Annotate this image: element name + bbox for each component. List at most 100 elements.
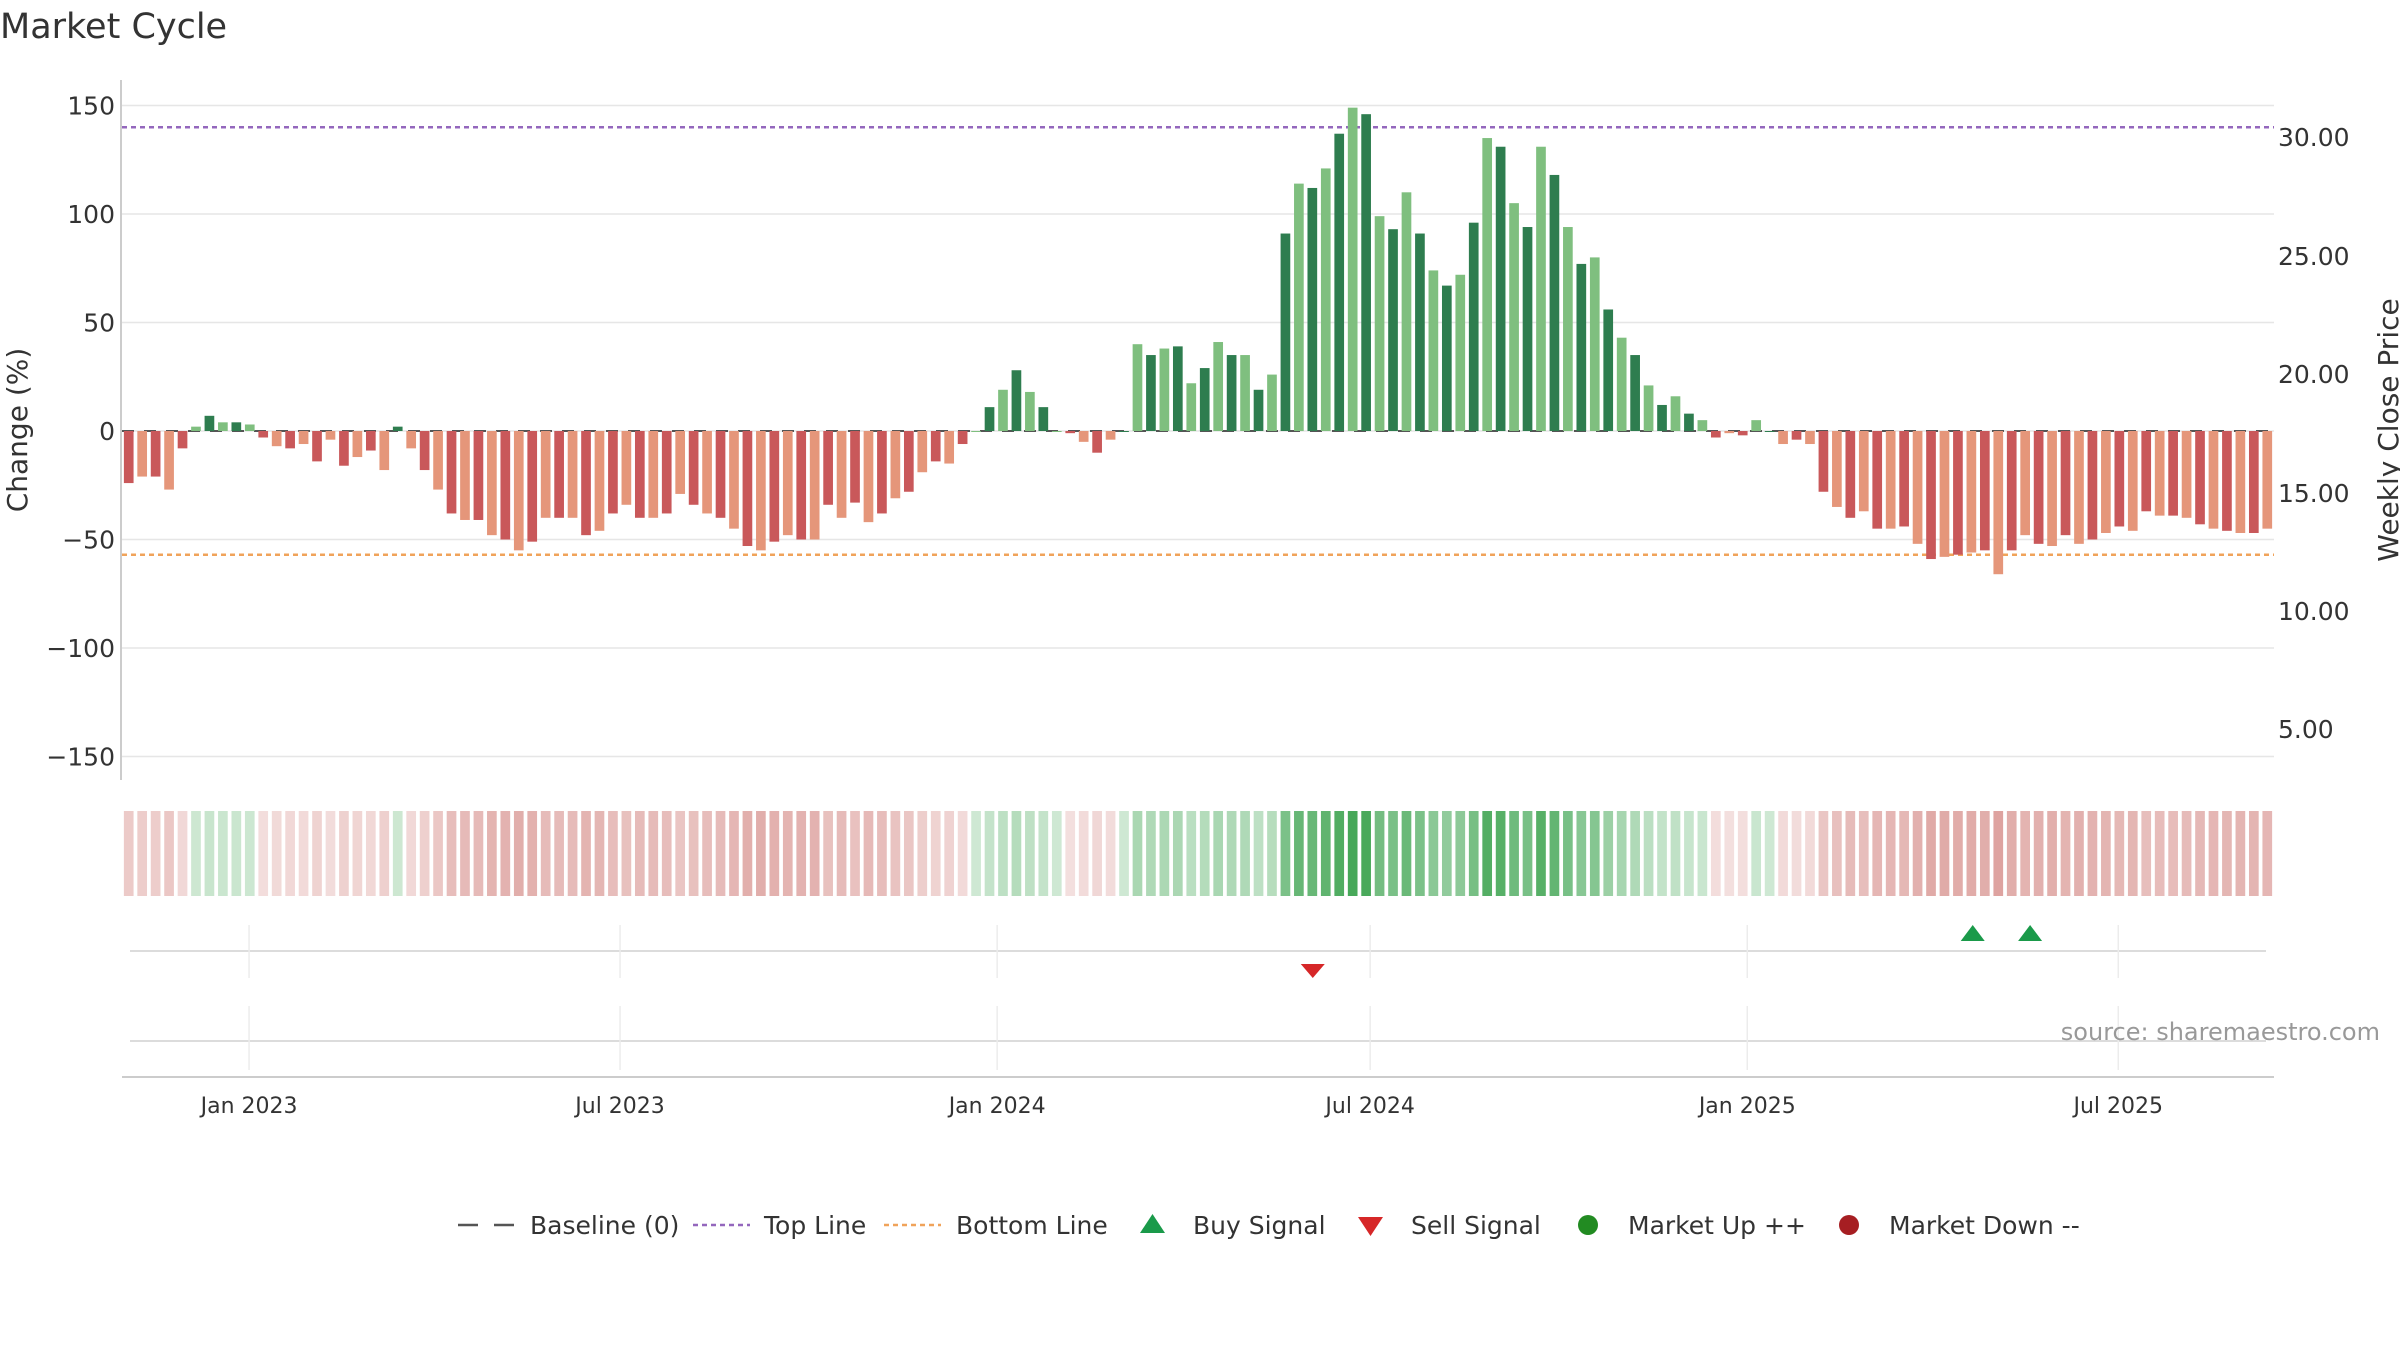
bar [285, 431, 295, 449]
bar [1119, 431, 1129, 432]
bar [1616, 337, 1627, 431]
band-cell [312, 811, 322, 896]
y2-tick-label: 20.00 [2278, 360, 2350, 389]
bar [917, 431, 928, 473]
bar [756, 431, 766, 551]
band-cell [823, 811, 833, 896]
bar [850, 431, 860, 503]
bar [137, 431, 148, 477]
band-cell [836, 811, 847, 896]
band-cell [2101, 811, 2111, 896]
bar [312, 431, 322, 462]
band-cell [1764, 811, 1775, 896]
bar [877, 431, 887, 514]
bar [123, 431, 134, 484]
bar [527, 431, 538, 542]
band-cell [487, 811, 497, 896]
legend-item-sell: Sell Signal [1358, 1211, 1541, 1240]
band-cell [1065, 811, 1076, 896]
band-cell [1401, 811, 1412, 896]
band-cell [446, 811, 457, 896]
bar [150, 431, 161, 477]
y2-tick-label: 25.00 [2278, 242, 2350, 271]
bar [2114, 431, 2125, 527]
band-cell [1778, 811, 1788, 896]
band-cell [2154, 811, 2165, 896]
bar [1630, 355, 1640, 431]
band-cell [1105, 811, 1116, 896]
band-cell [1092, 811, 1102, 896]
bar [1549, 174, 1560, 431]
band-cell [1885, 811, 1896, 896]
buy-triangle-icon [1140, 1214, 1165, 1233]
band-cell [930, 811, 941, 896]
bar [1885, 431, 1896, 529]
band-cell [1038, 811, 1049, 896]
bar [379, 431, 390, 471]
bar [1226, 355, 1237, 431]
band-cell [1953, 811, 1963, 896]
bar [500, 431, 511, 540]
bar [419, 431, 430, 471]
sell-signal-marker [1300, 964, 1325, 978]
band-cell [756, 811, 766, 896]
band-cell [648, 811, 659, 896]
band-cell [1979, 811, 1990, 896]
bar [392, 426, 403, 431]
band-cell [729, 811, 739, 896]
bar [2127, 431, 2138, 531]
band-cell [406, 811, 417, 896]
band-cell [1845, 811, 1856, 896]
sell-triangle-icon [1358, 1217, 1383, 1236]
band-cell [1858, 811, 1869, 896]
bar [1858, 431, 1869, 512]
band-cell [675, 811, 686, 896]
bar [2074, 431, 2084, 544]
band-cell [581, 811, 591, 896]
bar [1441, 285, 1452, 431]
bar [2033, 431, 2044, 544]
signals-layer [130, 925, 2266, 1070]
band-cell [352, 811, 363, 896]
bar [1576, 263, 1587, 431]
y-tick-label: 50 [83, 309, 115, 338]
band-cell [1347, 811, 1358, 896]
y2-tick-label: 30.00 [2278, 123, 2350, 152]
bar [1078, 431, 1089, 442]
band-cell [177, 811, 188, 896]
band-cell [957, 811, 968, 896]
band-cell [137, 811, 148, 896]
bar [231, 422, 242, 431]
bar [715, 431, 726, 518]
bar [809, 431, 820, 540]
band-cell [1993, 811, 2004, 896]
bar [1966, 431, 1977, 553]
band-cell [1509, 811, 1519, 896]
bar [1939, 431, 1950, 557]
buy-signal-marker [1960, 925, 1985, 941]
bar [191, 426, 201, 431]
band-cell [244, 811, 255, 896]
bar [1159, 348, 1170, 431]
bar [1495, 146, 1506, 432]
band-cell [1872, 811, 1883, 896]
y-tick-label: −100 [46, 634, 115, 663]
band-cell [1199, 811, 1210, 896]
band-cell [1267, 811, 1277, 896]
bar [271, 431, 282, 447]
y-tick-label: 100 [67, 200, 115, 229]
legend-item-market-down: Market Down -- [1839, 1211, 2080, 1240]
band-cell [2181, 811, 2192, 896]
band-cell [325, 811, 336, 896]
market-up-dot-icon [1578, 1215, 1598, 1235]
bar [984, 407, 995, 431]
band-cell [204, 811, 215, 896]
band-cell [460, 811, 470, 896]
legend-label-bottom-line: Bottom Line [956, 1211, 1108, 1240]
bar [661, 431, 672, 514]
band-cell [2060, 811, 2071, 896]
band-cell [688, 811, 699, 896]
band-cell [2047, 811, 2057, 896]
bar [325, 431, 336, 440]
